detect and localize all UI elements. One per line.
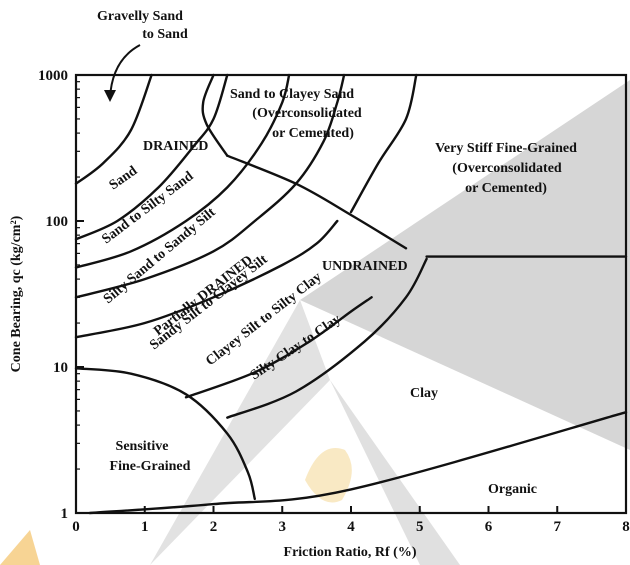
boundary-sand-clayey-sand-left xyxy=(201,73,229,157)
zone-undrained: UNDRAINED xyxy=(322,259,408,274)
y-tick-label: 1000 xyxy=(38,68,68,84)
boundary-sensitive-fine-grained xyxy=(74,367,256,501)
boundary-sand-silty-sand xyxy=(74,73,229,241)
watermark-spot-yellow xyxy=(305,448,352,503)
boundary-sandy-silt-clayey-silt xyxy=(74,219,339,339)
boundary-silty-clay-clay xyxy=(226,257,428,419)
x-axis-ticks: 0 1 2 3 4 5 6 7 8 xyxy=(72,506,630,535)
watermark-corner-orange xyxy=(0,530,40,565)
annotation-line-1: Gravelly Sand xyxy=(97,9,183,24)
x-tick-label: 2 xyxy=(210,519,218,535)
boundary-sand-clayey-sand-right xyxy=(349,73,418,214)
zone-cemented-left: or Cemented) xyxy=(272,126,354,141)
gravelly-sand-annotation: Gravelly Sand to Sand xyxy=(97,9,188,102)
y-tick-label: 100 xyxy=(46,214,69,230)
zone-fine-grained: Fine-Grained xyxy=(110,459,191,474)
zone-organic: Organic xyxy=(488,482,537,497)
zone-clay: Clay xyxy=(410,386,438,401)
y-axis-label: Cone Bearing, qc (kg/cm²) xyxy=(9,215,24,372)
zone-sand-to-clayey-sand: Sand to Clayey Sand xyxy=(230,87,354,102)
zone-cemented-right: or Cemented) xyxy=(465,181,547,196)
x-tick-label: 7 xyxy=(554,519,562,535)
boundary-drained-undrained-divider xyxy=(226,154,408,250)
shadow-shape-left xyxy=(150,300,330,565)
zone-very-stiff-fine-grained: Very Stiff Fine-Grained xyxy=(435,141,577,156)
x-tick-label: 3 xyxy=(279,519,287,535)
y-tick-label: 1 xyxy=(61,506,69,522)
zone-overconsolidated-right: (Overconsolidated xyxy=(452,161,562,176)
x-tick-label: 1 xyxy=(141,519,149,535)
zone-drained: DRAINED xyxy=(143,139,208,154)
x-tick-label: 8 xyxy=(622,519,630,535)
x-tick-label: 0 xyxy=(72,519,80,535)
boundary-organic-boundary xyxy=(88,411,628,515)
zone-sensitive: Sensitive xyxy=(116,439,169,454)
shadow-watermark xyxy=(0,80,630,565)
y-axis-ticks: 1 10 100 1000 xyxy=(38,68,84,522)
x-tick-label: 5 xyxy=(416,519,424,535)
shadow-shape-right xyxy=(300,80,630,450)
x-axis-label: Friction Ratio, Rf (%) xyxy=(284,545,417,560)
zone-overconsolidated-left: (Overconsolidated xyxy=(252,106,362,121)
y-tick-label: 10 xyxy=(53,360,68,376)
boundary-clayey-silt-silty-clay xyxy=(184,296,373,399)
boundary-gravelly-sand-sand xyxy=(74,73,153,185)
zone-sand: Sand xyxy=(107,163,141,193)
annotation-arrowhead xyxy=(104,90,116,102)
shadow-shape-bottom xyxy=(330,380,460,565)
zone-boundaries xyxy=(74,73,628,515)
x-tick-label: 6 xyxy=(485,519,493,535)
annotation-line-2: to Sand xyxy=(142,27,188,42)
x-tick-label: 4 xyxy=(347,519,355,535)
boundary-silty-sand-sandy-silt xyxy=(74,73,291,269)
boundary-sandy-silt-partially-drained xyxy=(74,73,346,299)
